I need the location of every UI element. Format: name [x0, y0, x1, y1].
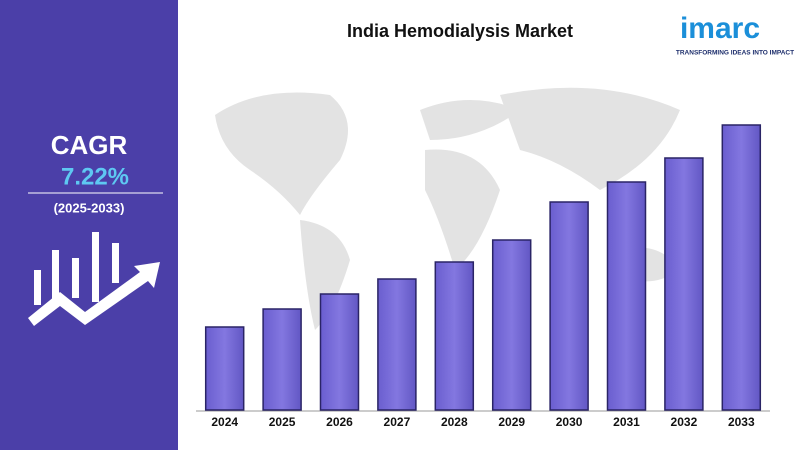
bar	[377, 278, 417, 411]
growth-icon	[28, 232, 160, 326]
chart-title: India Hemodialysis Market	[347, 21, 573, 41]
bar	[319, 293, 360, 411]
cagr-value: 7.22%	[61, 163, 129, 190]
x-tick-label: 2027	[384, 415, 411, 429]
bar	[664, 157, 704, 411]
bar	[204, 326, 245, 411]
x-tick-label: 2024	[211, 415, 238, 429]
logo-tagline: TRANSFORMING IDEAS INTO IMPACT	[676, 50, 794, 57]
x-tick-label: 2028	[441, 415, 468, 429]
bar	[721, 124, 762, 411]
x-tick-label: 2032	[671, 415, 698, 429]
bar	[606, 181, 647, 411]
side-panel	[0, 0, 178, 450]
cagr-label: CAGR	[51, 130, 128, 160]
cagr-period: (2025-2033)	[54, 200, 125, 215]
bar	[262, 308, 302, 411]
bar	[434, 261, 475, 411]
x-tick-label: 2025	[269, 415, 296, 429]
x-tick-label: 2033	[728, 415, 755, 429]
bar	[491, 239, 532, 411]
logo-name: imarc	[680, 12, 760, 45]
x-tick-label: 2026	[326, 415, 353, 429]
bar	[549, 201, 589, 411]
x-tick-label: 2029	[498, 415, 525, 429]
x-tick-label: 2031	[613, 415, 640, 429]
x-tick-label: 2030	[556, 415, 583, 429]
